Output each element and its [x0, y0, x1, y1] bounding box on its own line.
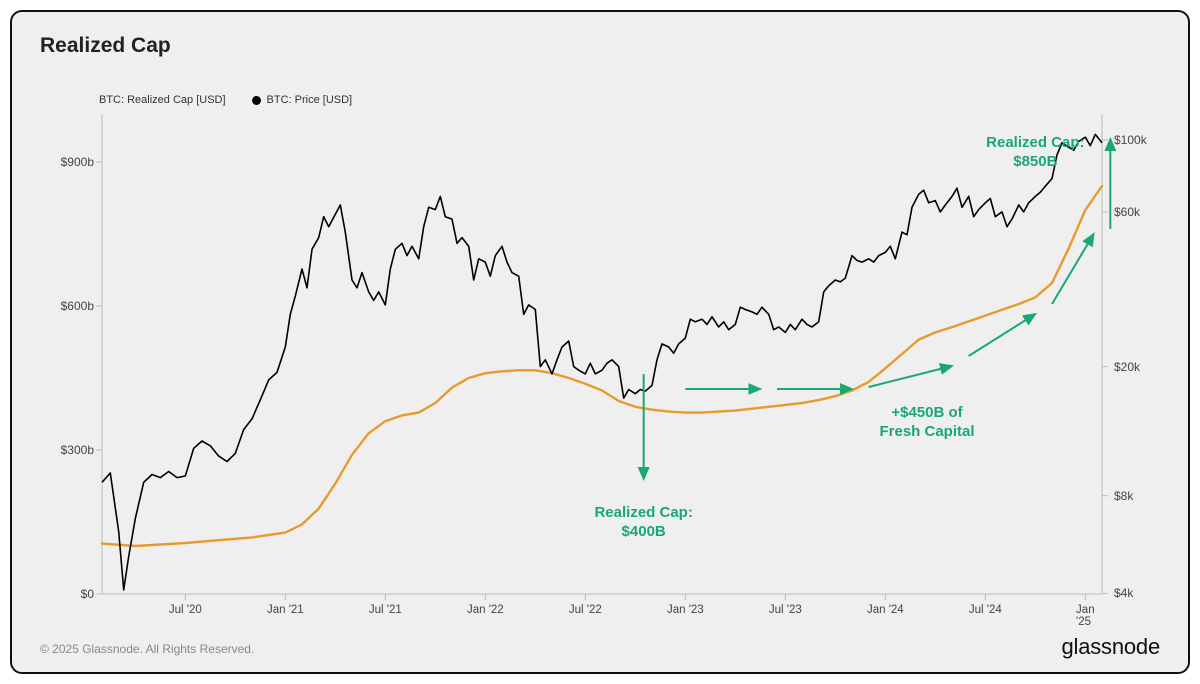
x-tick-label: Jul '20 [169, 604, 202, 616]
copyright-text: © 2025 Glassnode. All Rights Reserved. [40, 642, 254, 656]
annotation-ann-start: Realized Cap:$400B [594, 504, 692, 542]
x-tick-label: Jan '23 [667, 604, 704, 616]
x-tick-label: Jul '21 [369, 604, 402, 616]
y-left-tick-label: $300b [24, 443, 94, 457]
y-right-tick-label: $60k [1114, 205, 1140, 219]
legend: BTC: Realized Cap [USD] BTC: Price [USD] [84, 94, 352, 106]
chart-card: Realized Cap BTC: Realized Cap [USD] BTC… [10, 10, 1190, 674]
x-tick-label: Jan '22 [467, 604, 504, 616]
legend-label: BTC: Price [USD] [267, 94, 353, 106]
x-tick-label: Jan '24 [867, 604, 904, 616]
y-right-tick-label: $4k [1114, 586, 1133, 600]
brand-logo: glassnode [1062, 634, 1161, 660]
y-left-tick-label: $900b [24, 155, 94, 169]
legend-swatch [84, 96, 93, 105]
x-tick-label: Jan '21 [267, 604, 304, 616]
x-tick-label: Jul '23 [769, 604, 802, 616]
y-right-tick-label: $8k [1114, 489, 1133, 503]
legend-item-realized-cap: BTC: Realized Cap [USD] [84, 94, 226, 106]
legend-swatch [252, 96, 261, 105]
legend-label: BTC: Realized Cap [USD] [99, 94, 226, 106]
y-right-tick-label: $20k [1114, 360, 1140, 374]
plot-area: $0$300b$600b$900b $4k$8k$20k$60k$100k Ju… [102, 114, 1102, 594]
y-left-tick-label: $600b [24, 299, 94, 313]
y-left-tick-label: $0 [24, 587, 94, 601]
x-tick-label: Jul '22 [569, 604, 602, 616]
chart-title: Realized Cap [40, 34, 171, 58]
annotation-ann-end: Realized Cap:$850B [986, 134, 1084, 172]
x-tick-label: Jan '25 [1076, 604, 1095, 628]
legend-item-price: BTC: Price [USD] [252, 94, 353, 106]
annotation-ann-fresh: +$450B ofFresh Capital [879, 404, 974, 442]
x-tick-label: Jul '24 [969, 604, 1002, 616]
y-right-tick-label: $100k [1114, 133, 1147, 147]
